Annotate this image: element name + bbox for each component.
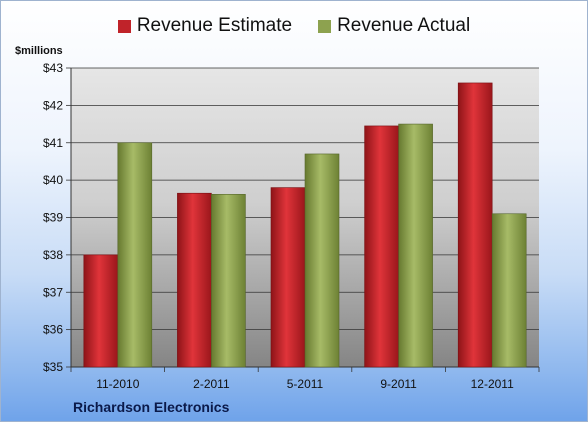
x-tick-label: 11-2010 [96,377,139,391]
y-tick-label: $43 [43,61,63,75]
legend-swatch-estimate [117,19,131,33]
bar-actual [304,153,340,368]
company-name: Richardson Electronics [73,399,230,415]
bar-actual [117,142,153,368]
bar-estimate [457,82,493,368]
legend-label-estimate: Revenue Estimate [136,15,293,36]
y-tick-label: $41 [43,136,63,150]
bar-actual [398,123,433,368]
y-axis-unit-label: $millions [15,45,63,57]
y-tick-label: $35 [43,360,63,374]
y-tick-label: $40 [43,173,63,187]
x-tick-label: 9-2011 [380,377,417,391]
legend-item-actual: Revenue Actual [318,15,470,37]
x-tick-label: 5-2011 [287,377,324,391]
x-tick-label: 12-2011 [471,377,514,391]
bar-estimate [270,187,306,368]
legend-swatch-actual [318,19,332,33]
y-tick-label: $42 [43,98,63,112]
bar-actual [491,213,527,368]
legend: Revenue Estimate Revenue Actual [1,15,587,37]
y-tick-label: $37 [43,285,63,299]
y-tick-label: $36 [43,323,63,337]
y-tick-label: $38 [43,248,63,262]
bar-estimate [364,125,399,368]
bar-actual [211,194,246,368]
bar-estimate [177,192,212,368]
bar-estimate [83,254,119,368]
legend-label-actual: Revenue Actual [337,15,471,36]
y-tick-label: $39 [43,211,63,225]
x-tick-label: 2-2011 [193,377,230,391]
legend-item-estimate: Revenue Estimate [117,15,293,37]
